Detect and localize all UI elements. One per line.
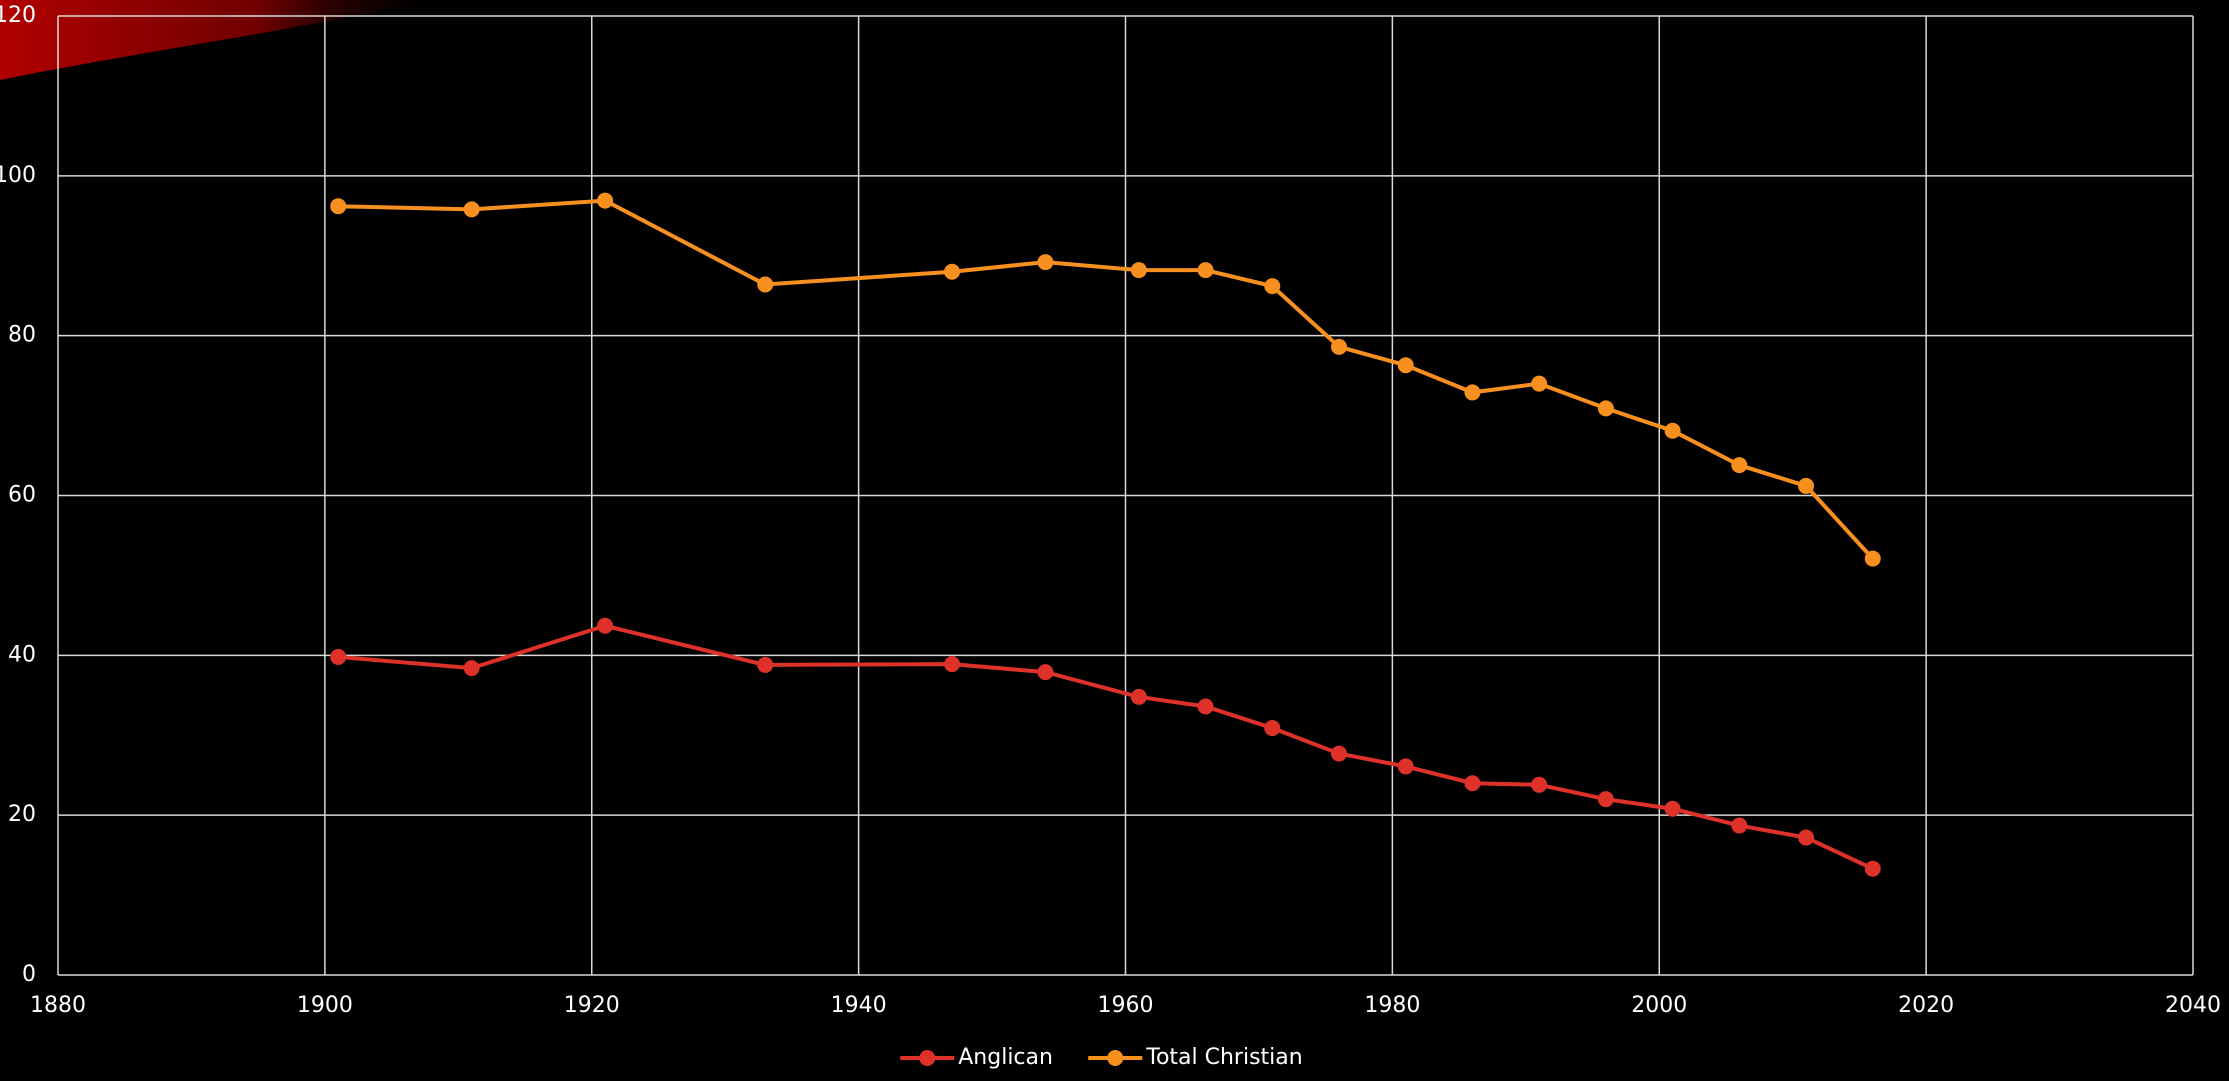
data-point [597,193,613,209]
background [0,0,2229,1081]
y-tick-label: 100 [0,163,36,188]
data-point [1331,746,1347,762]
data-point [1131,689,1147,705]
data-point [1398,357,1414,373]
data-point [1264,720,1280,736]
x-tick-label: 2020 [1898,993,1954,1018]
data-point [1037,254,1053,270]
data-point [944,656,960,672]
data-point [1531,376,1547,392]
data-point [464,201,480,217]
data-point [1198,698,1214,714]
data-point [1331,339,1347,355]
data-point [1731,818,1747,834]
data-point [1665,423,1681,439]
data-point [1198,262,1214,278]
x-tick-label: 1940 [831,993,887,1018]
y-tick-label: 0 [22,962,36,987]
legend-label: Anglican [958,1045,1053,1070]
data-point [330,649,346,665]
data-point [757,277,773,293]
chart: 0204060801001201880190019201940196019802… [0,0,2229,1081]
x-tick-label: 2000 [1631,993,1687,1018]
data-point [944,264,960,280]
x-tick-label: 1980 [1364,993,1420,1018]
data-point [1865,551,1881,567]
data-point [1798,830,1814,846]
data-point [1264,278,1280,294]
data-point [1131,262,1147,278]
data-point [757,657,773,673]
x-tick-label: 1900 [297,993,353,1018]
data-point [330,198,346,214]
data-point [1865,861,1881,877]
data-point [1037,664,1053,680]
y-tick-label: 40 [8,642,36,667]
data-point [1531,777,1547,793]
data-point [1665,801,1681,817]
x-tick-label: 1960 [1098,993,1154,1018]
y-tick-label: 80 [8,323,36,348]
y-tick-label: 120 [0,3,36,28]
data-point [1464,384,1480,400]
data-point [1398,758,1414,774]
page: 0204060801001201880190019201940196019802… [0,0,2229,1081]
legend-label: Total Christian [1145,1045,1302,1070]
x-tick-label: 1880 [30,993,86,1018]
y-tick-label: 20 [8,802,36,827]
x-tick-label: 1920 [564,993,620,1018]
legend-marker [1107,1050,1123,1066]
data-point [597,618,613,634]
y-tick-label: 60 [8,483,36,508]
data-point [1598,791,1614,807]
data-point [1464,775,1480,791]
data-point [1798,478,1814,494]
data-point [1731,457,1747,473]
x-tick-label: 2040 [2165,993,2221,1018]
data-point [464,660,480,676]
legend-marker [919,1050,935,1066]
data-point [1598,400,1614,416]
